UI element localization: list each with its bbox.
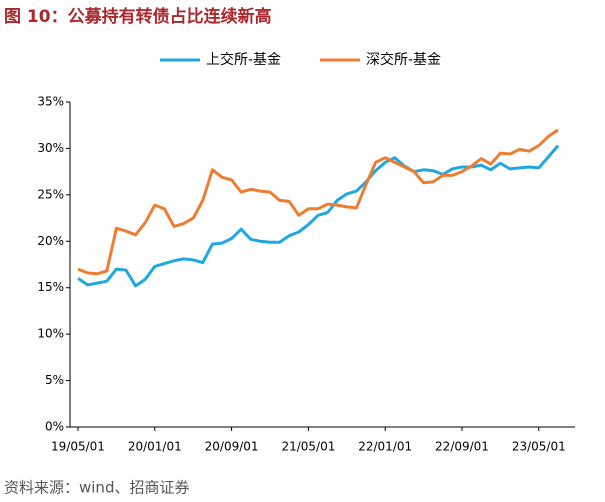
series-line	[77, 128, 559, 276]
y-tick-label: 10%	[37, 327, 64, 341]
series-line	[77, 144, 560, 288]
y-tick-label: 30%	[37, 141, 64, 155]
x-tick-label: 19/05/01	[51, 440, 105, 454]
y-tick-label: 0%	[45, 420, 64, 434]
y-tick-label: 15%	[37, 280, 64, 294]
y-tick-label: 25%	[37, 187, 64, 201]
y-tick-label: 5%	[45, 373, 64, 387]
x-tick-label: 22/01/01	[358, 440, 412, 454]
chart-title: 图 10：公募持有转债占比连续新高	[4, 6, 272, 27]
source-note: 资料来源：wind、招商证券	[4, 479, 189, 497]
legend-label: 深交所-基金	[366, 51, 441, 68]
x-tick-label: 20/09/01	[205, 440, 259, 454]
x-tick-label: 22/09/01	[435, 440, 489, 454]
x-tick-label: 20/01/01	[128, 440, 182, 454]
y-tick-label: 20%	[37, 234, 64, 248]
x-tick-label: 23/05/01	[512, 440, 566, 454]
y-tick-label: 35%	[37, 95, 64, 109]
x-tick-label: 21/05/01	[281, 440, 335, 454]
legend-label: 上交所-基金	[206, 51, 281, 68]
